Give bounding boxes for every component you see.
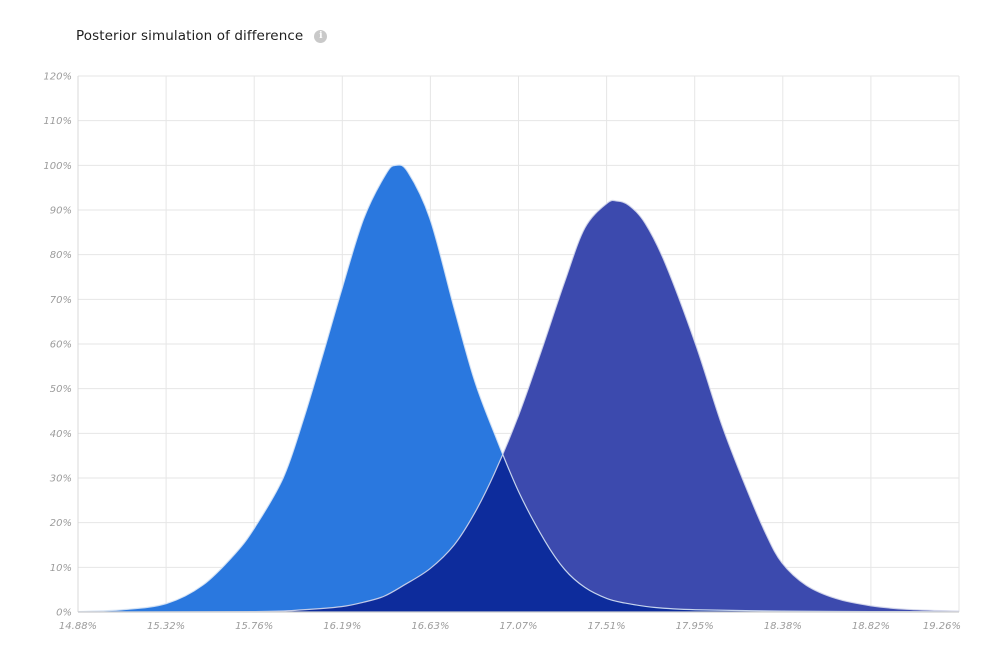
series-areas — [77, 164, 960, 613]
y-tick-label: 60% — [50, 340, 72, 351]
y-tick-label: 40% — [50, 429, 72, 440]
y-tick-label: 90% — [50, 206, 72, 217]
x-tick-label: 14.88% — [59, 621, 97, 632]
y-tick-label: 10% — [50, 563, 72, 574]
y-tick-label: 110% — [43, 116, 72, 127]
y-tick-label: 100% — [43, 161, 72, 172]
chart-title: Posterior simulation of difference — [76, 28, 304, 44]
y-tick-labels: 0% 10% 20% 30% 40% 50% 60% 70% 80% 90% 100% 110% 120… — [43, 72, 72, 619]
y-tick-label: 70% — [50, 295, 72, 306]
y-tick-label: 0% — [56, 608, 72, 619]
y-tick-label: 20% — [50, 518, 72, 529]
x-tick-labels: 14.88% 15.32% 15.76% 16.19% 16.63% 17.07% 17.5… — [59, 621, 961, 632]
info-icon[interactable]: i — [314, 29, 328, 43]
x-tick-label: 17.95% — [676, 621, 714, 632]
x-tick-label: 19.26% — [923, 621, 961, 632]
x-tick-label: 15.76% — [235, 621, 273, 632]
y-tick-label: 30% — [50, 474, 72, 485]
x-tick-label: 17.07% — [499, 621, 537, 632]
x-tick-label: 17.51% — [588, 621, 626, 632]
axes — [77, 76, 959, 613]
x-tick-label: 15.32% — [147, 621, 185, 632]
y-tick-label: 80% — [50, 250, 72, 261]
series-line-1 — [77, 164, 960, 613]
y-tick-label: 50% — [50, 384, 72, 395]
y-tick-label: 120% — [43, 72, 72, 83]
series-area-2 — [78, 200, 959, 612]
x-tick-label: 16.19% — [323, 621, 361, 632]
series-area-1 — [78, 164, 959, 612]
chart-header: Posterior simulation of difference i — [76, 26, 328, 46]
x-tick-label: 18.82% — [852, 621, 890, 632]
x-tick-label: 16.63% — [411, 621, 449, 632]
x-tick-label: 18.38% — [764, 621, 802, 632]
series-line-2 — [77, 199, 960, 613]
